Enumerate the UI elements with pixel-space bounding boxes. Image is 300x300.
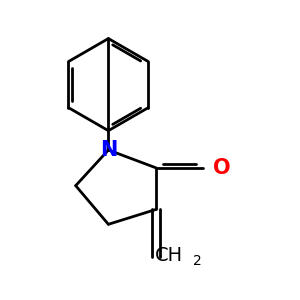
Text: 2: 2: [193, 254, 202, 268]
Text: N: N: [100, 140, 117, 160]
Text: O: O: [212, 158, 230, 178]
Text: CH: CH: [154, 246, 183, 265]
